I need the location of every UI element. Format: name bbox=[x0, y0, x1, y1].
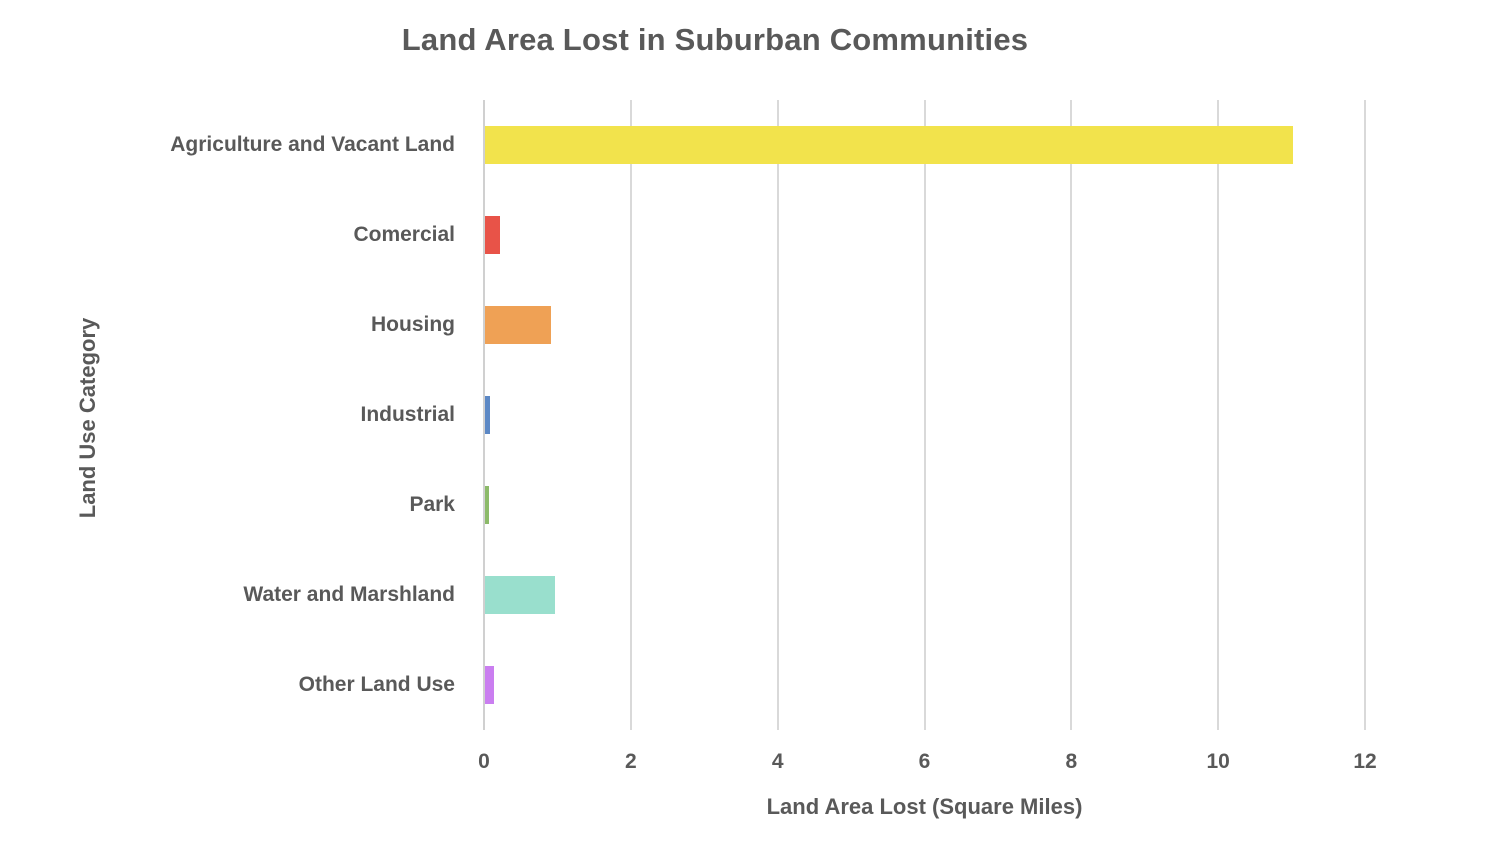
category-label-comercial: Comercial bbox=[353, 223, 455, 246]
gridline-x-2 bbox=[629, 100, 632, 730]
x-tick-label-12: 12 bbox=[1353, 750, 1377, 773]
category-label-other-land-use: Other Land Use bbox=[298, 673, 455, 696]
bar-water-and-marshland bbox=[485, 576, 555, 614]
x-tick-label-8: 8 bbox=[1065, 750, 1078, 773]
gridline-x-4 bbox=[776, 100, 779, 730]
category-label-agriculture-and-vacant-land: Agriculture and Vacant Land bbox=[170, 133, 455, 156]
category-label-park: Park bbox=[409, 493, 455, 516]
bar-agriculture-and-vacant-land bbox=[485, 126, 1293, 164]
gridline-x-8 bbox=[1070, 100, 1073, 730]
category-label-housing: Housing bbox=[371, 313, 455, 336]
plot-area bbox=[483, 100, 1366, 730]
category-label-water-and-marshland: Water and Marshland bbox=[243, 583, 455, 606]
chart-title: Land Area Lost in Suburban Communities bbox=[401, 22, 1029, 57]
x-axis-title: Land Area Lost (Square Miles) bbox=[766, 794, 1083, 819]
y-axis-title: Land Use Category bbox=[75, 317, 100, 519]
bar-housing bbox=[485, 306, 552, 344]
x-tick-label-10: 10 bbox=[1206, 750, 1230, 773]
x-tick-label-4: 4 bbox=[771, 750, 784, 773]
gridline-x-6 bbox=[923, 100, 926, 730]
category-label-industrial: Industrial bbox=[360, 403, 455, 426]
x-tick-label-0: 0 bbox=[478, 750, 490, 773]
bar-comercial bbox=[485, 216, 500, 254]
bar-other-land-use bbox=[485, 666, 494, 704]
gridline-x-12 bbox=[1364, 100, 1366, 730]
bar-park bbox=[485, 486, 489, 524]
gridline-x-0 bbox=[483, 100, 485, 730]
bar-industrial bbox=[485, 396, 491, 434]
x-tick-label-6: 6 bbox=[918, 750, 931, 773]
gridline-x-10 bbox=[1217, 100, 1220, 730]
x-tick-label-2: 2 bbox=[624, 750, 637, 773]
